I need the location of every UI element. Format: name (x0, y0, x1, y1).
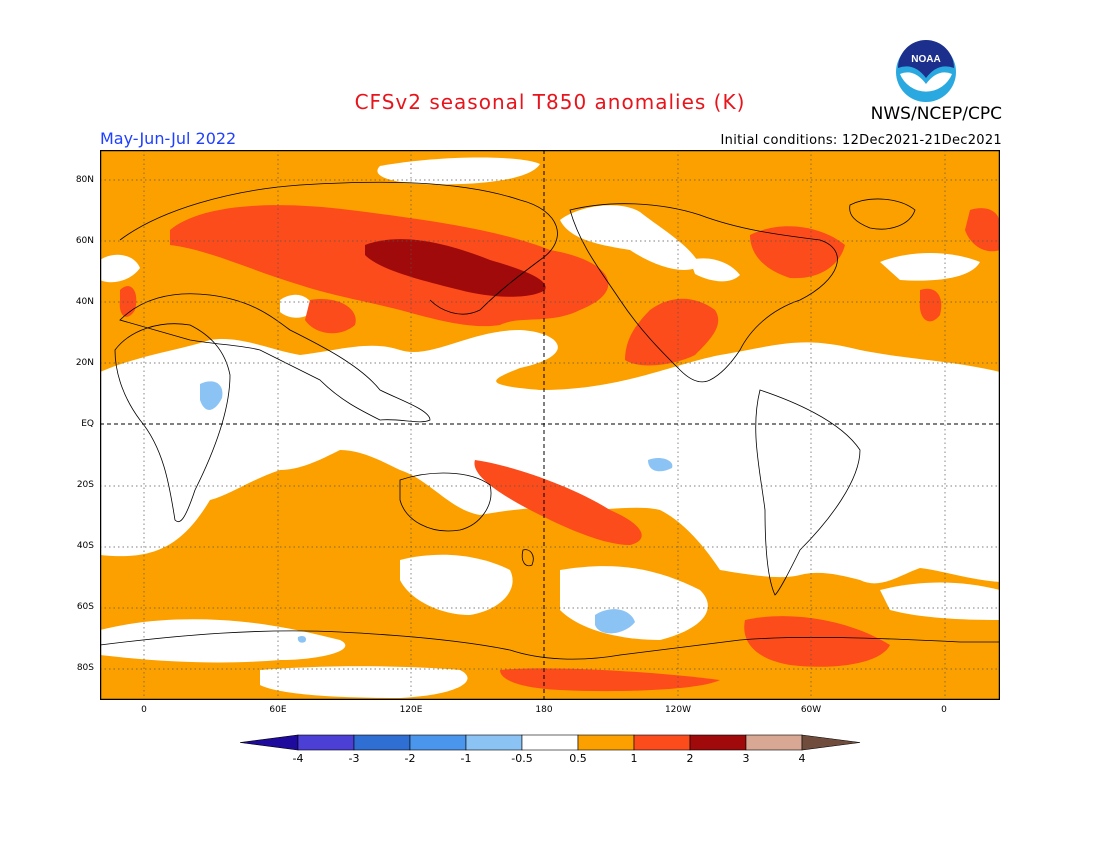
latitude-label: 80S (76, 663, 94, 673)
bering-white-patch (560, 205, 700, 270)
latitude-label: EQ (81, 419, 94, 429)
colorbar-tick-label: 1 (630, 752, 638, 765)
anomaly-map (100, 150, 1000, 700)
hot-anomaly-regions (365, 239, 546, 297)
antarctica-outline (100, 630, 1000, 660)
logo-top-band (898, 40, 954, 78)
colorbar-tick-label: 0.5 (569, 752, 587, 765)
colorbar-tick-label: -0.5 (511, 752, 533, 765)
colorbar-segment (409, 734, 467, 751)
east-africa-cool-region (200, 381, 223, 410)
southern-pacific-cool-region (595, 609, 635, 634)
longitude-label: 60E (269, 705, 287, 715)
longitude-label: 120W (664, 705, 692, 715)
map-title: CFSv2 seasonal T850 anomalies (K) (354, 90, 746, 114)
iberia-east-warm-region (919, 288, 942, 322)
colorbar-tick-label: -2 (404, 752, 416, 765)
latitude-label: 20N (75, 358, 94, 368)
indian-ocean-white-patch (400, 554, 513, 615)
longitude-label: 0 (941, 705, 947, 715)
siberia-hot-region (365, 239, 546, 297)
logo-text: NOAA (911, 54, 940, 65)
iberia-warm-region (119, 286, 137, 317)
south-america-outline (755, 389, 861, 596)
new-zealand-outline (521, 549, 534, 567)
longitude-label: 120E (399, 705, 423, 715)
colorbar-segment (521, 734, 579, 751)
atlantic-white-patch (100, 254, 140, 283)
south-atlantic-white-patch (880, 582, 1000, 620)
colorbar-segment (465, 734, 523, 751)
noaa-logo: NOAA (896, 40, 956, 102)
latitude-label: 40N (75, 297, 94, 307)
longitude-label: 180 (535, 705, 553, 715)
latitude-label: 80N (75, 175, 94, 185)
ross-sea-warm-region (500, 668, 720, 692)
colorbar-tick-label: -3 (348, 752, 360, 765)
canada-warm-region (750, 226, 845, 279)
longitude-label: 60W (800, 705, 822, 715)
eurasia-south-outline (119, 293, 431, 423)
colorbar-tick-label: 2 (686, 752, 694, 765)
colorbar-tick-label: -1 (460, 752, 472, 765)
coastlines (100, 181, 1000, 660)
arctic-white-patch (377, 157, 540, 185)
antarctic-peninsula-warm-region (744, 616, 890, 667)
colorbar-segment (633, 734, 691, 751)
north-america-outline (569, 203, 838, 383)
central-pacific-cool-region (648, 457, 673, 472)
north-atlantic-white-patch (880, 253, 980, 281)
antarctic-white-patch (260, 666, 468, 698)
initial-conditions: Initial conditions: 12Dec2021-21Dec2021 (720, 133, 1002, 148)
central-asia-warm-region (305, 299, 356, 334)
antarctic-cool-spot (297, 635, 307, 643)
colorbar-segment (297, 734, 355, 751)
latitude-label: 40S (76, 541, 94, 551)
colorbar-segment (745, 734, 803, 751)
latitude-label: 20S (76, 480, 94, 490)
colorbar-tick-label: -4 (292, 752, 304, 765)
south-pacific-warm-band (474, 460, 642, 545)
colorbar-segment (577, 734, 635, 751)
western-us-warm-region (625, 298, 719, 366)
greenland-outline (849, 198, 916, 230)
cool-anomaly-regions (200, 381, 673, 643)
australia-outline (399, 472, 492, 532)
colorbar (240, 734, 861, 751)
longitude-label: 0 (141, 705, 147, 715)
map-frame (100, 150, 1000, 700)
colorbar-tick-label: 4 (798, 752, 806, 765)
mediterranean-white-patch (280, 294, 315, 318)
africa-outline (114, 323, 231, 523)
tropical-white-band (100, 330, 1000, 584)
latitude-label: 60S (76, 602, 94, 612)
agency-label: NWS/NCEP/CPC (870, 104, 1002, 124)
graticule (100, 150, 1000, 700)
colorbar-tick-label: 3 (742, 752, 750, 765)
eurasia-north-outline (119, 181, 558, 315)
forecast-period: May-Jun-Jul 2022 (100, 129, 237, 148)
latitude-label: 60N (75, 236, 94, 246)
colorbar-segment (353, 734, 411, 751)
southern-ocean-white-patch-west (100, 619, 346, 663)
colorbar-max-arrow (801, 734, 861, 751)
alaska-white-patch (690, 258, 740, 282)
logo-bird (900, 72, 952, 92)
colorbar-segment (689, 734, 747, 751)
scandinavia-warm-region (965, 208, 1000, 252)
colorbar-min-arrow (240, 734, 299, 751)
